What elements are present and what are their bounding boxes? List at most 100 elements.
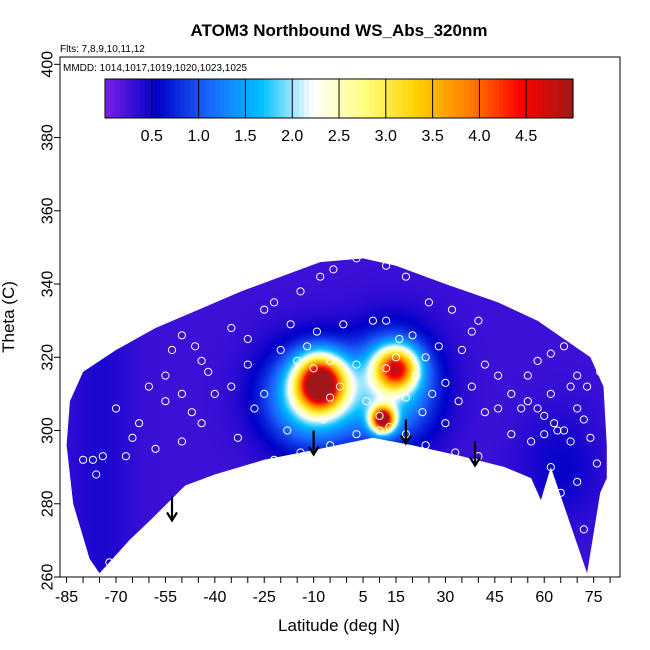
sample-point: [92, 470, 101, 479]
sample-point: [546, 463, 555, 472]
colorbar-cell: [119, 79, 126, 118]
sample-point: [556, 488, 565, 497]
colorbar-tick-label: 2.0: [281, 128, 303, 145]
y-axis-tick-label: 260: [40, 564, 57, 591]
sample-point: [573, 477, 582, 486]
sample-point: [596, 367, 605, 376]
sample-point: [118, 316, 127, 325]
sample-point: [540, 411, 549, 420]
sample-point: [546, 389, 555, 398]
colorbar-cell: [503, 79, 509, 118]
sample-point: [480, 408, 489, 417]
colorbar-ticks: 0.5 1.0 1.5 2.0 2.5 3.0 3.5 4.0 4.5: [141, 79, 537, 145]
colorbar-cell: [568, 79, 574, 118]
colorbar-cell: [214, 79, 221, 118]
sample-point: [293, 356, 302, 365]
colorbar-cell: [353, 79, 360, 118]
colorbar-cell: [528, 79, 534, 118]
sample-point: [197, 356, 206, 365]
sample-point: [447, 305, 457, 314]
colorbar-tick-label: 3.5: [421, 128, 443, 145]
x-axis-tick-label: 5: [359, 589, 368, 606]
colorbar-cell: [358, 79, 365, 118]
colorbar-tick-label: 4.5: [515, 128, 537, 145]
sample-point: [527, 437, 536, 446]
sample-point: [579, 415, 588, 424]
sample-point: [454, 397, 463, 406]
colorbar-cell: [174, 79, 181, 118]
colorbar-cell: [244, 79, 250, 118]
sample-point: [533, 356, 542, 365]
sample-point: [319, 415, 328, 424]
sample-point: [382, 316, 391, 325]
sample-point: [546, 503, 555, 512]
colorbar-cell: [239, 79, 246, 118]
colorbar-cell: [343, 79, 350, 118]
x-axis-tick-label: -70: [104, 589, 127, 606]
colorbar-cell: [533, 79, 539, 118]
colorbar-tick-label: 2.5: [328, 128, 350, 145]
colorbar-cell: [209, 79, 216, 118]
sample-point: [566, 437, 575, 446]
colorbar-cell: [508, 79, 514, 118]
sample-point: [260, 389, 269, 398]
sample-point: [424, 298, 433, 307]
colorbar-cell: [279, 79, 285, 118]
sample-point: [316, 272, 325, 281]
colorbar-cell: [408, 79, 415, 118]
y-axis-tick-label: 340: [40, 271, 57, 298]
sample-point: [566, 382, 575, 391]
sample-point: [362, 397, 371, 406]
sample-point: [135, 419, 144, 428]
flights-label: Flts: 7,8,9,10,11,12: [60, 44, 145, 55]
sample-point: [335, 382, 345, 391]
sample-point: [296, 287, 305, 296]
sample-point: [507, 389, 516, 398]
y-axis-tick-label: 360: [40, 197, 57, 224]
sample-point: [418, 408, 427, 417]
sample-point: [326, 356, 335, 365]
colorbar-cell: [563, 79, 569, 118]
sample-point: [550, 419, 559, 428]
arrow-markers: [166, 419, 481, 523]
colorbar-cell: [294, 79, 300, 118]
colorbar-cell: [169, 79, 176, 118]
colorbar-cell: [274, 79, 280, 118]
colorbar-cell: [249, 79, 255, 118]
x-axis-tick-label: 60: [535, 589, 553, 606]
colorbar-cell: [284, 79, 290, 118]
colorbar-tick-label: 4.0: [468, 128, 490, 145]
sample-point: [540, 430, 549, 439]
colorbar-cell: [443, 79, 450, 118]
colorbar-cell: [129, 79, 136, 118]
sample-point: [411, 371, 420, 380]
sample-point: [210, 389, 219, 398]
sample-point: [352, 360, 361, 369]
sample-point: [533, 404, 542, 413]
sample-point: [592, 459, 602, 468]
sample-point: [62, 481, 71, 490]
x-axis-tick-label: 75: [585, 589, 603, 606]
colorbar-cell: [114, 79, 121, 118]
sample-point: [451, 448, 460, 457]
colorbar-cell: [339, 79, 345, 118]
dates-label: MMDD: 1014,1017,1019,1020,1023,1025: [63, 63, 247, 74]
sample-point: [243, 474, 252, 483]
sample-point: [352, 254, 361, 263]
sample-point: [494, 404, 503, 413]
colorbar-cell: [329, 79, 335, 118]
x-axis-tick-label: -55: [154, 589, 177, 606]
colorbar-cell: [224, 79, 231, 118]
sample-point: [474, 316, 483, 325]
sample-point: [329, 265, 338, 274]
colorbar-cell: [299, 79, 305, 118]
y-axis-tick-label: 280: [40, 490, 57, 517]
arrow-marker: [469, 441, 481, 468]
plot-frame: [59, 56, 621, 578]
colorbar-cell: [363, 79, 370, 118]
sample-point: [227, 323, 236, 333]
colorbar-cell: [513, 79, 519, 118]
sample-point: [339, 320, 348, 329]
colorbar-cell: [473, 79, 480, 118]
sample-point: [457, 345, 466, 355]
